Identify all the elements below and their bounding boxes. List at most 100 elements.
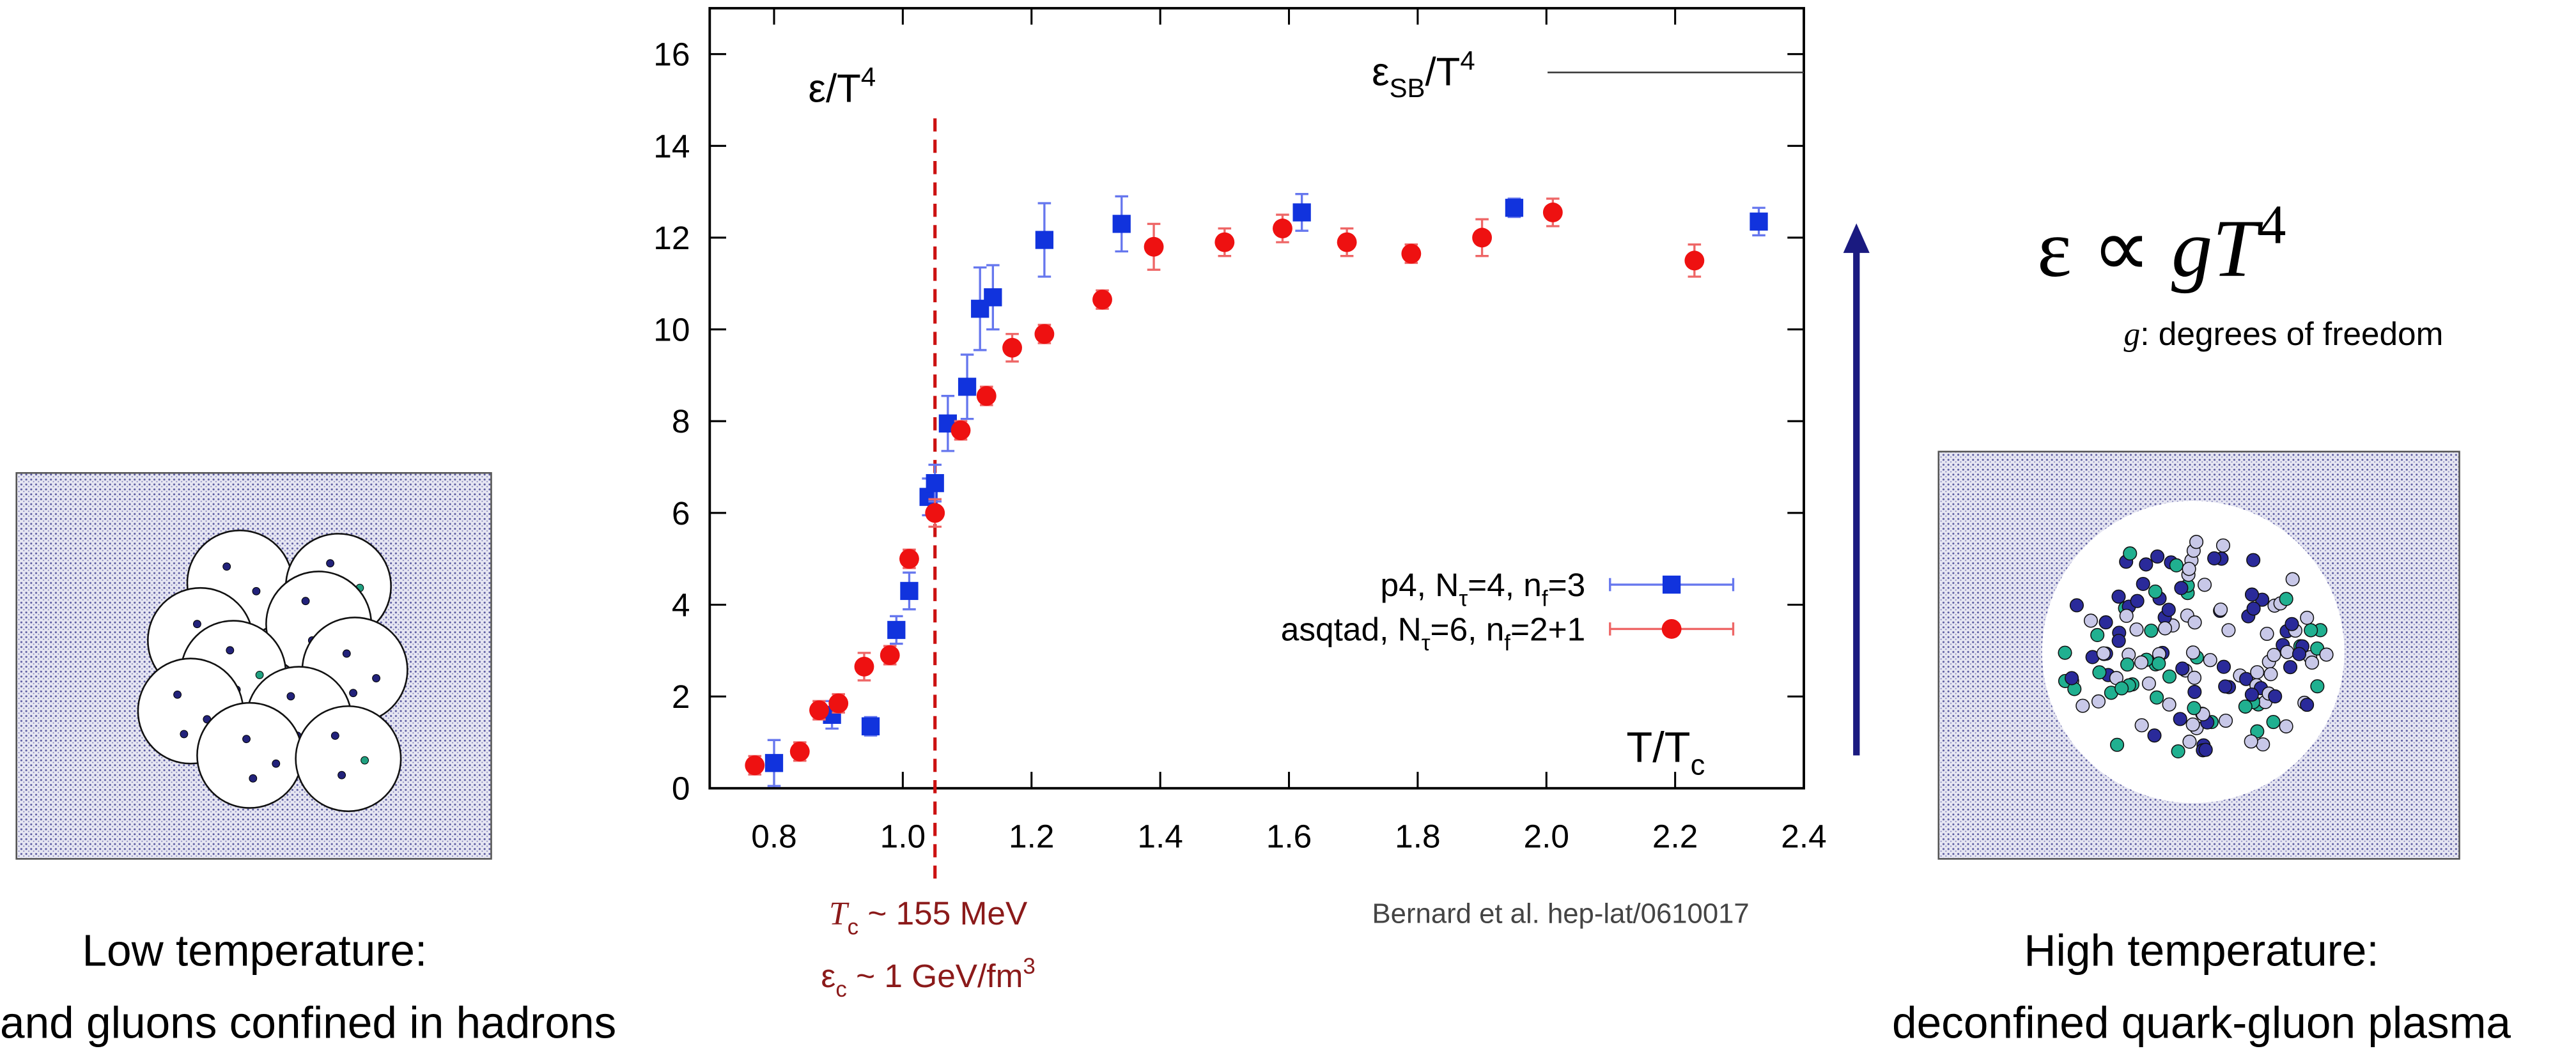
text-part: f: [1542, 586, 1548, 611]
high-title: High temperature:: [2024, 925, 2378, 975]
particle: [2244, 734, 2258, 749]
particle: [2216, 659, 2231, 674]
ec-note: εc ~ 1 GeV/fm3: [821, 954, 1035, 1002]
particle: [2263, 667, 2278, 682]
text-part: ε ∝: [2037, 203, 2171, 294]
particle: [2139, 557, 2153, 572]
low-title: Low temperature:: [82, 925, 427, 975]
particle: [2069, 598, 2084, 613]
data-point: [1292, 203, 1311, 222]
x-tick-label: 1.6: [1266, 817, 1312, 854]
data-point: [1472, 227, 1493, 248]
particle: [2090, 627, 2105, 643]
text-part: f: [1504, 631, 1510, 656]
particle: [2250, 724, 2265, 739]
text-part: 3: [1023, 954, 1035, 979]
hadron: [295, 705, 402, 813]
data-point: [1214, 232, 1235, 252]
particle: [2266, 714, 2281, 730]
qgp: [2058, 535, 2334, 759]
particle: [2283, 660, 2298, 675]
data-point: [1505, 199, 1524, 217]
particle: [2134, 655, 2149, 670]
text-part: 4: [861, 62, 876, 92]
particle: [2182, 562, 2196, 576]
data-point: [1112, 215, 1131, 233]
particle: [2144, 624, 2159, 638]
quark: [326, 559, 335, 568]
particle: [2187, 670, 2202, 685]
particle: [2187, 615, 2202, 630]
data-point: [899, 549, 919, 569]
particle: [2250, 665, 2265, 680]
particle: [2203, 653, 2217, 668]
legend-label: asqtad, Nτ=6, nf=2+1: [1281, 610, 1585, 655]
quark: [361, 756, 369, 765]
quark: [301, 597, 310, 606]
quark: [372, 674, 380, 682]
y-tick-label: 10: [653, 311, 690, 348]
text-part: p4, N: [1381, 566, 1459, 603]
source: Bernard et al. hep-lat/0610017: [1372, 898, 1750, 930]
particle: [2096, 646, 2111, 661]
text-part: T/T: [1626, 725, 1690, 772]
x-tick-label: 2.2: [1652, 817, 1698, 854]
x-tick-label: 2.4: [1781, 817, 1826, 854]
particle: [2279, 719, 2293, 733]
text-part: =3: [1548, 566, 1586, 603]
particle: [2219, 713, 2233, 728]
data-point: [789, 741, 810, 762]
particle: [2304, 656, 2320, 670]
particle: [2246, 553, 2261, 567]
particle: [2207, 551, 2222, 565]
particle: [2169, 558, 2184, 572]
hadron: [196, 702, 304, 809]
particle: [2065, 671, 2079, 686]
legend-marker: [1661, 619, 1682, 639]
data-point: [950, 420, 971, 440]
data-point: [900, 581, 919, 601]
quark: [349, 689, 358, 698]
particle: [2119, 608, 2134, 623]
particle: [2147, 728, 2162, 743]
particle: [2197, 578, 2212, 592]
text-part: gT: [2171, 203, 2263, 294]
data-point: [958, 378, 977, 396]
text-part: 4: [1460, 45, 1475, 75]
text-part: ε: [1372, 50, 1389, 95]
particle: [2148, 584, 2162, 599]
particle: [2267, 648, 2281, 663]
text-part: τ: [1459, 586, 1468, 611]
text-part: T: [829, 896, 850, 932]
particle: [2238, 699, 2253, 714]
text-part: ~ 155 MeV: [858, 894, 1028, 932]
text-part: =2+1: [1510, 610, 1585, 647]
legend-label: p4, Nτ=4, nf=3: [1381, 566, 1586, 611]
particle: [2136, 576, 2150, 592]
particle: [2158, 621, 2173, 636]
text-part: =4, n: [1468, 566, 1542, 603]
data-point: [745, 755, 765, 776]
data-point: [861, 717, 880, 735]
x-tick-label: 1.2: [1009, 817, 1054, 854]
particle: [2185, 717, 2200, 732]
particle: [2256, 737, 2270, 752]
y-tick-label: 8: [672, 403, 690, 440]
data-point: [1034, 324, 1055, 344]
quark: [249, 774, 258, 783]
x-tick-label: 1.0: [880, 817, 926, 854]
particle: [2246, 601, 2261, 616]
particle: [2171, 744, 2185, 759]
particle: [2304, 623, 2318, 638]
particle: [2260, 626, 2274, 641]
text-part: τ: [1422, 631, 1431, 656]
data-point: [976, 386, 997, 406]
quark: [226, 646, 235, 655]
text-part: c: [1691, 749, 1705, 781]
particle: [2141, 676, 2156, 691]
y-tick-label: 4: [672, 586, 690, 623]
particle: [2319, 647, 2334, 662]
particle: [2244, 587, 2260, 602]
x-tick-label: 0.8: [751, 817, 796, 854]
quark: [272, 759, 281, 768]
